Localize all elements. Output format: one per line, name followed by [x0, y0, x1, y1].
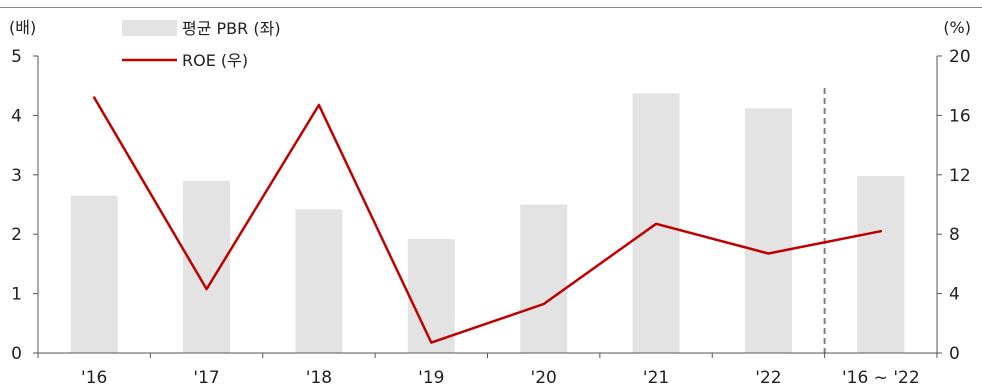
x-axis-category-label: '21 [643, 368, 669, 385]
pbr-bar [744, 108, 792, 353]
x-axis-category-label: '16 [81, 368, 107, 385]
right-axis-tick-label: 12 [949, 166, 971, 186]
right-axis-tick-label: 8 [949, 225, 960, 245]
left-axis-tick-label: 5 [11, 47, 22, 67]
x-axis-category-label: '22 [755, 368, 781, 385]
pbr-bar [295, 209, 343, 353]
left-axis-tick-label: 3 [11, 166, 22, 186]
x-axis-category-label: '18 [306, 368, 332, 385]
left-axis-tick-label: 1 [11, 285, 22, 305]
left-axis-tick-label: 0 [11, 344, 22, 364]
roe-line [92, 96, 883, 344]
x-axis-category-label: '20 [531, 368, 557, 385]
pbr-bar [183, 180, 231, 353]
x-axis-category-label: '16 ~ '22 [842, 368, 920, 385]
right-axis-tick-label: 4 [949, 285, 960, 305]
left-axis-tick-label: 4 [11, 106, 22, 126]
pbr-bar [70, 195, 118, 353]
x-axis-category-label: '17 [193, 368, 219, 385]
pbr-bar [407, 238, 455, 353]
pbr-bar [520, 204, 568, 353]
right-axis-tick-label: 16 [949, 106, 971, 126]
legend-bar-label: 평균 PBR (좌) [182, 19, 281, 38]
right-axis-tick-label: 0 [949, 344, 960, 364]
left-axis-unit: (배) [9, 18, 36, 37]
left-axis-tick-label: 2 [11, 225, 22, 245]
legend-bar-swatch [122, 20, 177, 36]
pbr-bar [857, 175, 905, 353]
x-axis-category-label: '19 [418, 368, 444, 385]
right-axis-tick-label: 20 [949, 47, 971, 67]
right-axis-unit: (%) [943, 18, 971, 37]
legend-line-label: ROE (우) [182, 51, 248, 70]
